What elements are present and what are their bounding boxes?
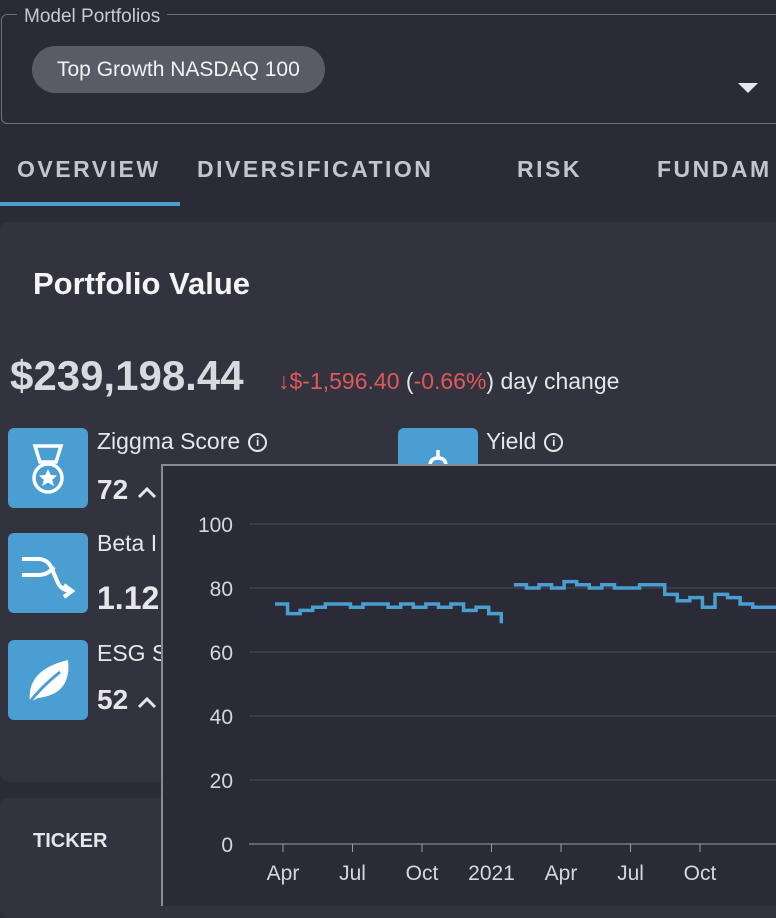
info-icon[interactable]: i bbox=[544, 433, 564, 453]
score-history-chart: 0 20 40 60 80 100 Apr Jul Oct 2021 Apr Jul Oct bbox=[198, 514, 776, 885]
x-tick-label: Apr bbox=[545, 862, 578, 885]
branch-icon bbox=[8, 533, 88, 613]
trend-up-icon bbox=[137, 696, 156, 708]
active-tab-indicator bbox=[0, 202, 180, 206]
x-tick-label: Oct bbox=[406, 862, 439, 885]
esg-label: ESG S bbox=[97, 640, 168, 666]
medal-icon bbox=[8, 428, 88, 508]
y-tick-label: 20 bbox=[210, 770, 233, 793]
beta-value: 1.12 bbox=[97, 580, 160, 616]
model-portfolios-field[interactable] bbox=[1, 14, 776, 124]
x-tick-label: Jul bbox=[339, 862, 366, 885]
ticker-column-header[interactable]: TICKER bbox=[33, 830, 108, 852]
change-paren-open: ( bbox=[405, 368, 414, 394]
y-tick-label: 40 bbox=[210, 706, 233, 729]
leaf-icon bbox=[8, 640, 88, 720]
ziggma-score-value: 72 bbox=[97, 474, 158, 506]
x-tick-label: Oct bbox=[684, 862, 717, 885]
info-icon[interactable]: i bbox=[248, 433, 268, 453]
ziggma-score-label: Ziggma Score i bbox=[97, 428, 268, 455]
x-tick-label: Apr bbox=[267, 862, 300, 885]
beta-label: Beta I bbox=[97, 530, 158, 556]
portfolio-value-title: Portfolio Value bbox=[33, 266, 251, 301]
tab-overview[interactable]: OVERVIEW bbox=[17, 156, 161, 182]
score-history-chart-popup: 0 20 40 60 80 100 Apr Jul Oct 2021 Apr Jul Oct bbox=[161, 464, 776, 906]
y-tick-label: 100 bbox=[198, 514, 233, 537]
selected-portfolio-chip[interactable]: Top Growth NASDAQ 100 bbox=[32, 46, 325, 93]
trend-up-icon bbox=[137, 486, 156, 498]
tab-diversification[interactable]: DIVERSIFICATION bbox=[197, 156, 434, 182]
x-tick-label: 2021 bbox=[468, 862, 515, 885]
tab-fundamentals[interactable]: FUNDAM bbox=[657, 156, 772, 182]
yield-label: Yield i bbox=[486, 428, 564, 455]
model-portfolios-legend: Model Portfolios bbox=[17, 6, 168, 28]
change-suffix: day change bbox=[500, 368, 620, 394]
down-arrow-icon: ↓ bbox=[278, 368, 290, 394]
x-tick-label: Jul bbox=[617, 862, 644, 885]
dropdown-arrow-icon[interactable] bbox=[738, 83, 758, 93]
change-percent: -0.66% bbox=[413, 368, 487, 394]
esg-value: 52 bbox=[97, 684, 158, 716]
dollar-icon bbox=[398, 428, 478, 468]
series-line bbox=[275, 579, 776, 624]
change-paren-close: ) bbox=[486, 368, 495, 394]
tab-risk[interactable]: RISK bbox=[517, 156, 582, 182]
y-tick-label: 0 bbox=[221, 834, 233, 857]
y-tick-label: 60 bbox=[210, 642, 233, 665]
y-tick-label: 80 bbox=[210, 578, 233, 601]
day-change: ↓$-1,596.40 (-0.66%) day change bbox=[278, 368, 619, 395]
portfolio-value: $239,198.44 bbox=[10, 352, 244, 399]
change-amount: $-1,596.40 bbox=[289, 368, 400, 394]
